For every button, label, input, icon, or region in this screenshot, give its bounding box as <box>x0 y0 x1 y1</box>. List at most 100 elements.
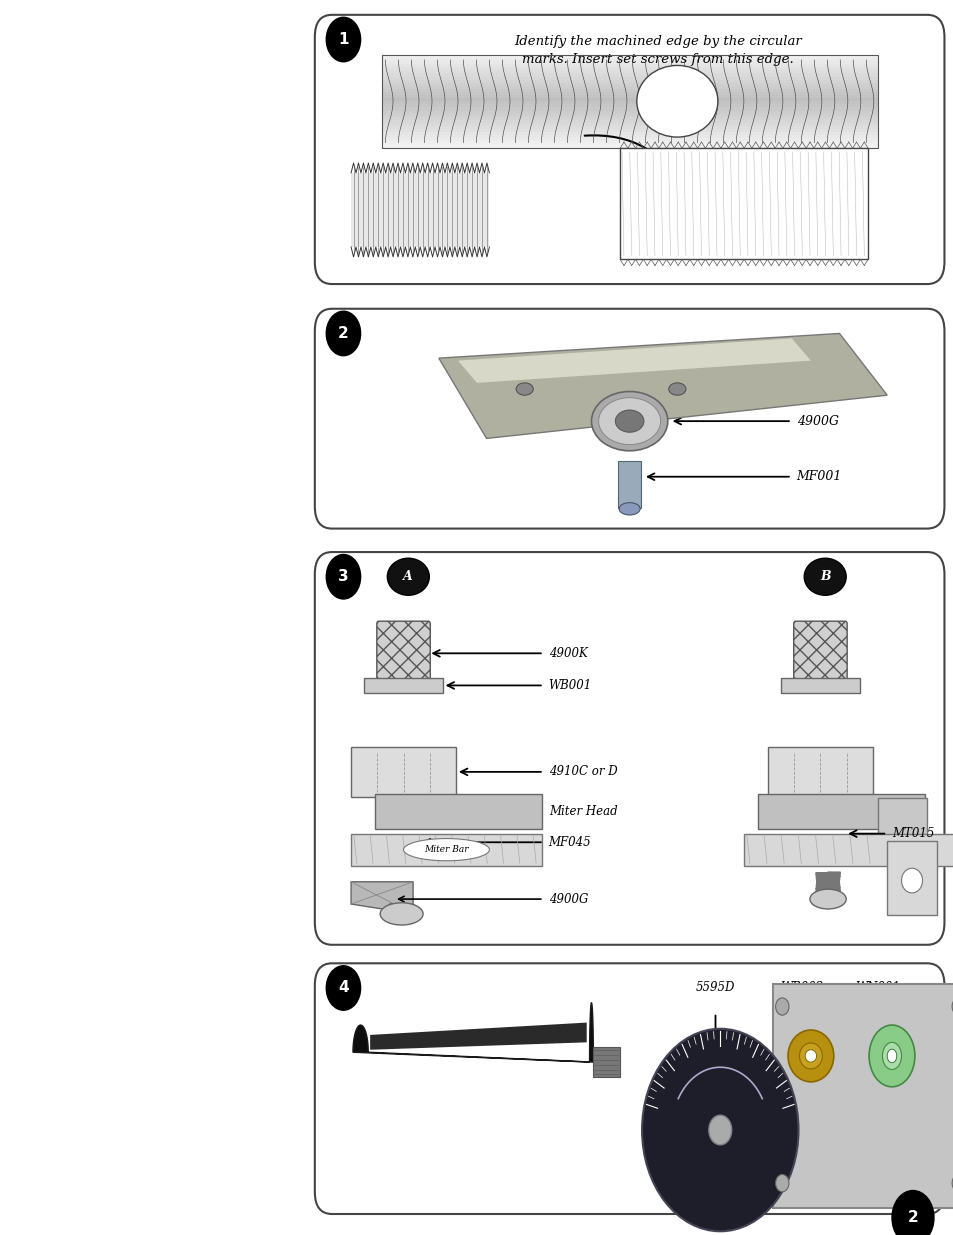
Ellipse shape <box>804 1050 816 1062</box>
Bar <box>381 142 877 144</box>
Text: 3: 3 <box>337 569 349 584</box>
Bar <box>381 117 877 120</box>
Bar <box>381 144 877 148</box>
Bar <box>381 58 877 61</box>
Circle shape <box>951 998 953 1015</box>
Bar <box>381 132 877 135</box>
Ellipse shape <box>618 503 639 515</box>
Bar <box>381 62 877 64</box>
Bar <box>351 173 489 247</box>
Ellipse shape <box>615 410 643 432</box>
Circle shape <box>951 1174 953 1192</box>
Ellipse shape <box>387 558 429 595</box>
Bar <box>381 136 877 138</box>
Text: WB002: WB002 <box>779 981 822 994</box>
FancyBboxPatch shape <box>793 621 846 685</box>
Text: MT015: MT015 <box>891 827 933 840</box>
Ellipse shape <box>591 391 667 451</box>
Text: 4900G: 4900G <box>548 893 587 905</box>
Ellipse shape <box>803 558 845 595</box>
Bar <box>767 747 872 797</box>
Bar <box>381 120 877 124</box>
Ellipse shape <box>598 398 659 445</box>
Bar <box>381 77 877 79</box>
Bar <box>375 794 541 829</box>
Text: Identify the machined edge by the circular
marks. Insert set screws from this ed: Identify the machined edge by the circul… <box>514 35 801 65</box>
Circle shape <box>891 1191 933 1235</box>
Text: 1: 1 <box>337 32 349 47</box>
Bar <box>381 54 877 58</box>
Circle shape <box>641 1029 798 1231</box>
Text: 5595D: 5595D <box>695 981 735 994</box>
FancyBboxPatch shape <box>314 15 943 284</box>
Text: 4900K: 4900K <box>548 647 587 659</box>
Bar <box>351 834 541 866</box>
FancyBboxPatch shape <box>314 309 943 529</box>
Ellipse shape <box>516 383 533 395</box>
Bar <box>381 80 877 83</box>
Ellipse shape <box>868 1025 914 1087</box>
Bar <box>381 74 877 77</box>
Text: 2: 2 <box>337 326 349 341</box>
Text: A: A <box>403 571 413 583</box>
Text: 4: 4 <box>337 981 349 995</box>
Bar <box>381 68 877 70</box>
Text: MF001: MF001 <box>796 471 841 483</box>
Polygon shape <box>353 1003 593 1062</box>
Bar <box>381 111 877 114</box>
Bar <box>381 64 877 67</box>
Bar <box>381 105 877 107</box>
Text: WN001: WN001 <box>854 981 900 994</box>
Text: Miter Head: Miter Head <box>549 805 618 818</box>
Polygon shape <box>457 338 810 383</box>
FancyBboxPatch shape <box>314 963 943 1214</box>
Ellipse shape <box>799 1042 821 1068</box>
Bar <box>619 148 867 259</box>
Bar <box>381 83 877 86</box>
Text: B: B <box>819 571 830 583</box>
Bar <box>781 678 859 693</box>
Bar <box>381 101 877 104</box>
Circle shape <box>326 966 360 1010</box>
Bar <box>772 984 953 1208</box>
Bar <box>381 95 877 98</box>
Text: WB001: WB001 <box>548 679 591 692</box>
Bar <box>381 99 877 101</box>
Ellipse shape <box>787 1030 833 1082</box>
Circle shape <box>708 1115 731 1145</box>
Polygon shape <box>438 333 886 438</box>
Bar <box>886 841 936 915</box>
Bar <box>381 70 877 73</box>
Ellipse shape <box>886 1049 896 1062</box>
Bar <box>381 126 877 128</box>
Bar <box>381 93 877 95</box>
FancyBboxPatch shape <box>314 552 943 945</box>
Text: 2: 2 <box>906 1210 918 1225</box>
Bar <box>618 461 640 508</box>
Circle shape <box>775 998 788 1015</box>
Ellipse shape <box>380 903 423 925</box>
Bar <box>593 1047 619 1077</box>
Bar <box>381 124 877 126</box>
Ellipse shape <box>403 839 489 861</box>
Bar <box>381 86 877 89</box>
Bar <box>381 114 877 117</box>
Circle shape <box>326 17 360 62</box>
Text: 4910C or D: 4910C or D <box>548 766 617 778</box>
Bar <box>381 89 877 93</box>
Bar <box>364 678 442 693</box>
Ellipse shape <box>809 889 845 909</box>
Bar <box>381 54 877 148</box>
Ellipse shape <box>637 65 718 137</box>
Bar <box>381 107 877 110</box>
Bar <box>381 138 877 142</box>
Ellipse shape <box>882 1042 901 1070</box>
Bar <box>877 798 926 853</box>
Text: Miter Bar: Miter Bar <box>424 845 468 855</box>
FancyBboxPatch shape <box>376 621 430 685</box>
Ellipse shape <box>668 383 685 395</box>
Circle shape <box>775 1174 788 1192</box>
Polygon shape <box>351 882 413 914</box>
Polygon shape <box>370 1023 586 1050</box>
Bar <box>381 130 877 132</box>
